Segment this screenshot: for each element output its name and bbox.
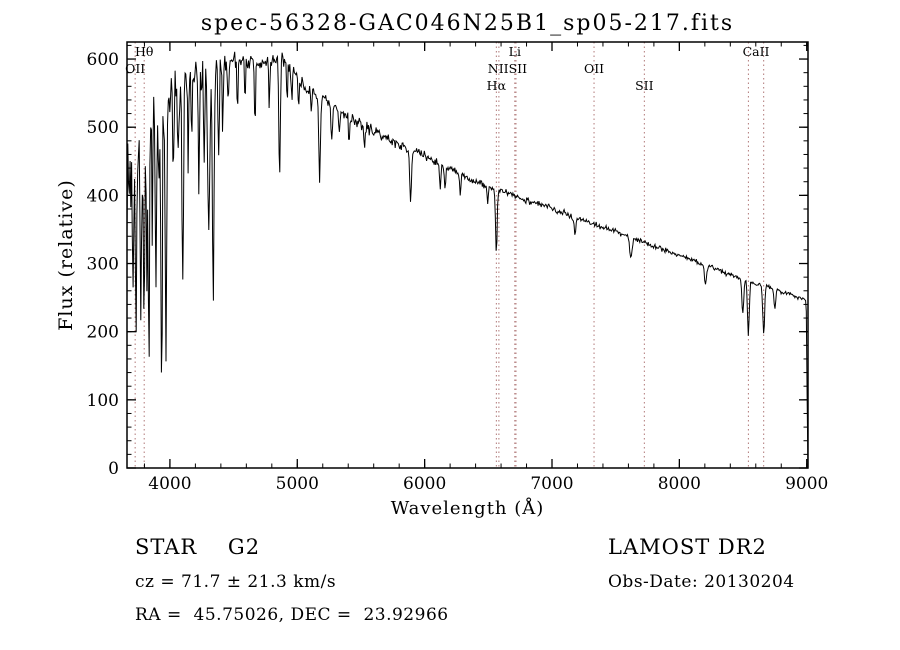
svg-text:Hα: Hα bbox=[487, 78, 507, 93]
svg-text:200: 200 bbox=[87, 323, 119, 343]
obs-date-text: Obs-Date: 20130204 bbox=[608, 572, 795, 592]
svg-text:CaII: CaII bbox=[743, 44, 770, 59]
svg-text:5000: 5000 bbox=[276, 474, 319, 494]
svg-text:6000: 6000 bbox=[403, 474, 446, 494]
survey-text: LAMOST DR2 bbox=[608, 535, 767, 559]
svg-text:8000: 8000 bbox=[658, 474, 701, 494]
svg-text:9000: 9000 bbox=[785, 474, 828, 494]
x-axis-label: Wavelength (Å) bbox=[390, 498, 545, 519]
svg-text:7000: 7000 bbox=[530, 474, 573, 494]
cz-text: cz = 71.7 ± 21.3 km/s bbox=[135, 572, 337, 592]
svg-text:300: 300 bbox=[87, 255, 119, 275]
svg-text:500: 500 bbox=[87, 118, 119, 138]
svg-text:SII: SII bbox=[635, 78, 654, 93]
ra-dec-text: RA = 45.75026, DEC = 23.92966 bbox=[135, 605, 449, 625]
svg-text:0: 0 bbox=[108, 459, 119, 479]
svg-text:Li: Li bbox=[509, 44, 521, 59]
svg-text:4000: 4000 bbox=[148, 474, 191, 494]
svg-text:100: 100 bbox=[87, 391, 119, 411]
svg-text:600: 600 bbox=[87, 50, 119, 70]
svg-text:NIISII: NIISII bbox=[488, 61, 527, 76]
classification-text: STAR G2 bbox=[135, 535, 261, 559]
svg-text:400: 400 bbox=[87, 186, 119, 206]
svg-text:OII: OII bbox=[125, 61, 145, 76]
plot-title: spec-56328-GAC046N25B1_sp05-217.fits bbox=[200, 11, 735, 36]
svg-text:Hθ: Hθ bbox=[135, 44, 153, 59]
svg-text:OII: OII bbox=[584, 61, 604, 76]
